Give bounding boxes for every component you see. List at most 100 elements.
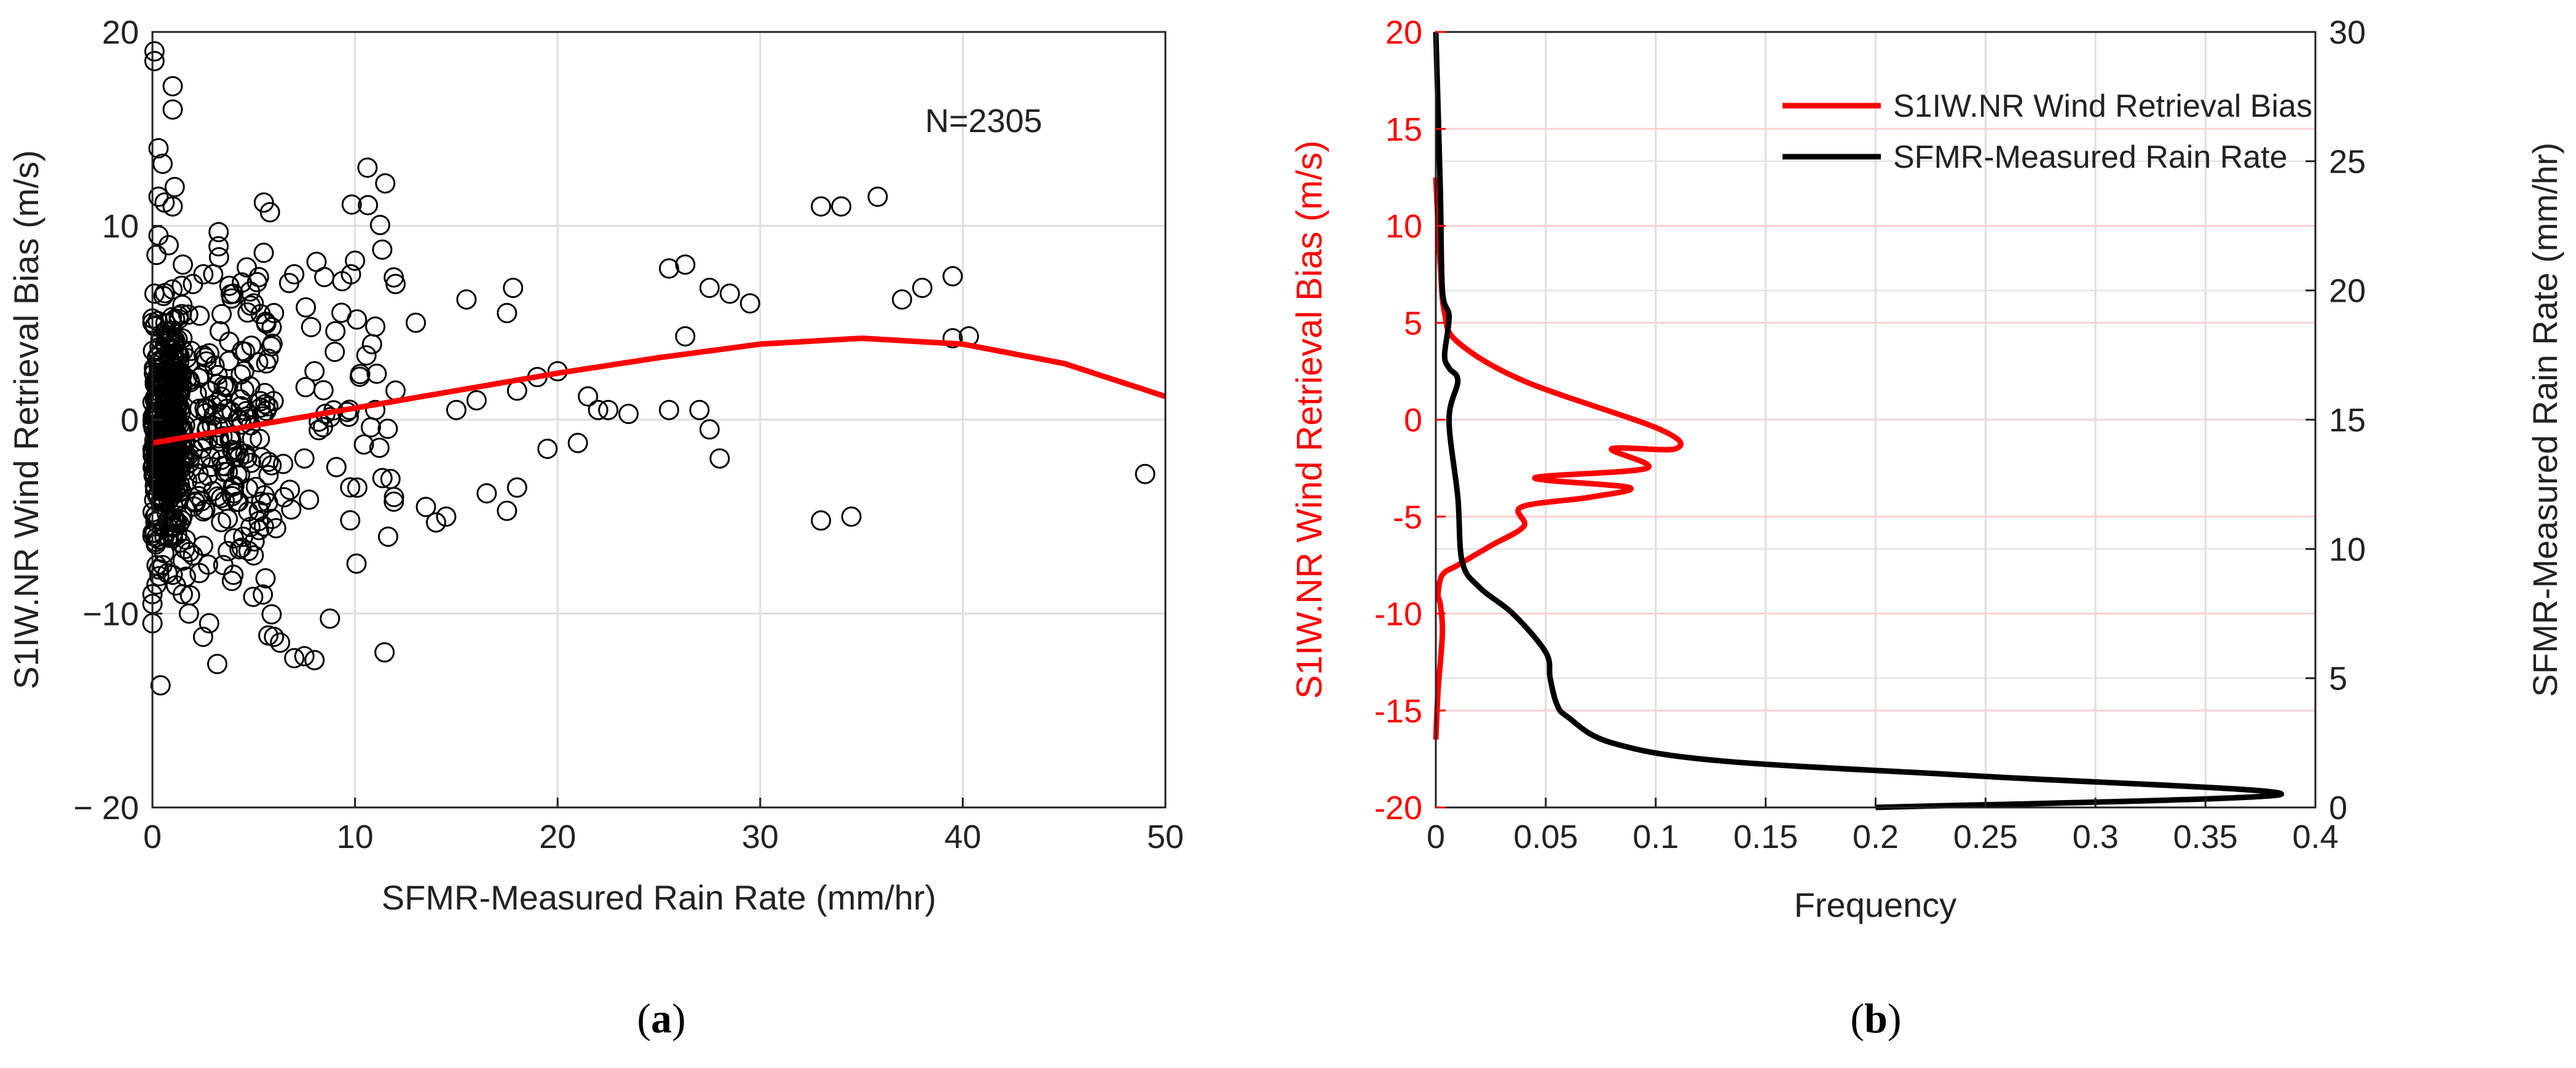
panel-b-left-y-ticks: -20 -15 -10 -5 0 5 10 15 20 [1374, 14, 1446, 827]
scatter-point [739, 293, 760, 314]
panel-a-y-tick-label: 20 [102, 14, 139, 51]
scatter-point [356, 345, 377, 366]
scatter-point [384, 267, 404, 288]
scatter-point [346, 553, 367, 574]
scatter-point [340, 510, 361, 531]
scatter-point [250, 428, 270, 449]
scatter-point [497, 500, 518, 521]
scatter-point [168, 308, 189, 329]
scatter-point [699, 419, 720, 440]
scatter-point [243, 545, 264, 566]
panel-b-left-tick-label: 0 [1404, 402, 1422, 439]
scatter-point [347, 309, 368, 330]
scatter-point [162, 99, 183, 120]
scatter-point [253, 192, 274, 213]
scatter-point [578, 386, 599, 407]
scatter-point [295, 377, 316, 398]
scatter-point [658, 399, 679, 420]
panel-b-x-tick-label: 0.15 [1733, 819, 1798, 855]
scatter-point [258, 625, 279, 646]
scatter-point [144, 41, 165, 62]
panel-b-x-axis-label: Frequency [1794, 885, 1957, 924]
scatter-point [221, 288, 242, 309]
panel-b-right-tick-label: 20 [2329, 273, 2366, 310]
panel-a-fit-curve [152, 335, 1167, 446]
scatter-point [675, 254, 696, 275]
scatter-point [211, 403, 232, 424]
scatter-point [213, 375, 234, 396]
scatter-point [157, 390, 178, 411]
scatter-point [598, 399, 619, 420]
scatter-point [377, 418, 398, 439]
scatter-point [148, 344, 169, 365]
panel-b-x-tick-label: 0.05 [1513, 819, 1578, 855]
scatter-point [153, 474, 174, 495]
scatter-point [341, 194, 362, 215]
panel-a-x-tick-label: 10 [337, 819, 374, 855]
scatter-point [255, 394, 276, 415]
scatter-point [233, 527, 254, 548]
scatter-point [377, 526, 398, 547]
scatter-point [237, 257, 258, 278]
panel-b-right-tick-label: 15 [2329, 402, 2366, 439]
panel-b-right-tick-label: 10 [2329, 531, 2366, 568]
scatter-point [320, 608, 341, 629]
panel-b-right-tick-label: 5 [2329, 661, 2347, 697]
scatter-point [384, 491, 404, 512]
panel-b-right-tick-label: 25 [2329, 143, 2366, 180]
scatter-point [185, 491, 206, 512]
panel-b-x-tick-label: 0.2 [1853, 819, 1899, 855]
scatter-point [145, 371, 166, 391]
scatter-point [209, 321, 230, 342]
panel-b-caption: (b) [1850, 995, 1901, 1042]
panel-b: 0 0.05 0.1 0.15 0.2 0.25 0.3 0.35 0.4 -20-15-10-… [1290, 14, 2564, 1042]
scatter-point [689, 399, 710, 420]
scatter-point [211, 387, 232, 407]
scatter-point [192, 364, 213, 385]
scatter-point [144, 359, 165, 380]
scatter-point [156, 375, 177, 396]
scatter-point [168, 394, 189, 415]
scatter-point [618, 404, 639, 425]
scatter-point [867, 186, 888, 207]
scatter-point [145, 511, 166, 532]
scatter-point [841, 506, 862, 527]
scatter-point [372, 468, 393, 489]
panel-b-right-tick-label: 0 [2329, 790, 2347, 827]
scatter-point [159, 506, 180, 527]
scatter-point [811, 196, 832, 217]
scatter-point [165, 329, 186, 350]
scatter-point [162, 307, 183, 328]
scatter-point [211, 488, 232, 509]
scatter-point [369, 214, 390, 235]
panel-b-left-tick-label: 15 [1385, 111, 1422, 148]
scatter-point [261, 455, 282, 476]
panel-b-left-tick-label: 5 [1404, 305, 1422, 342]
scatter-point [709, 448, 730, 469]
scatter-point [192, 472, 213, 493]
scatter-point [146, 245, 167, 265]
scatter-point [357, 157, 378, 178]
scatter-point [326, 457, 347, 477]
scatter-point [658, 258, 679, 279]
scatter-point [262, 508, 283, 529]
scatter-point [208, 247, 229, 268]
scatter-point [219, 331, 240, 352]
panel-b-left-y-axis-label: S1IW.NR Wind Retrieval Bias (m/s) [1290, 141, 1329, 699]
scatter-point [273, 454, 294, 474]
scatter-point [208, 222, 229, 243]
panel-a-scatter-points [142, 41, 1156, 696]
scatter-point [280, 479, 301, 500]
scatter-point [304, 361, 325, 382]
panel-b-x-tick-label: 0.4 [2292, 819, 2338, 855]
panel-a-y-tick-label: 10 [102, 208, 139, 245]
scatter-point [229, 447, 250, 468]
scatter-point [256, 353, 277, 374]
panel-b-right-y-axis-label: SFMR-Measured Rain Rate (mm/hr) [2526, 143, 2564, 697]
scatter-point [325, 321, 346, 342]
scatter-point [270, 632, 291, 653]
scatter-point [211, 512, 232, 533]
scatter-point [162, 196, 183, 217]
panel-b-x-tick-label: 0.25 [1953, 819, 2018, 855]
scatter-point [148, 186, 169, 207]
